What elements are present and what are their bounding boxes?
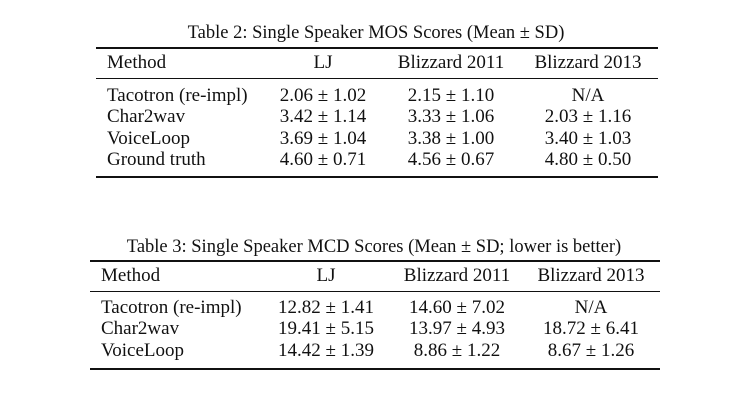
table-cell: 4.56 ± 0.67 xyxy=(407,149,495,170)
table-cell: 2.03 ± 1.16 xyxy=(544,106,632,127)
table-cell: 3.69 ± 1.04 xyxy=(279,128,367,149)
table-cell: 3.38 ± 1.00 xyxy=(407,128,495,149)
column-header: Method xyxy=(107,52,167,73)
row-method-name: Tacotron (re-impl) xyxy=(101,297,242,318)
table-cell: 2.06 ± 1.02 xyxy=(279,85,367,106)
table-cell: 14.60 ± 7.02 xyxy=(409,297,505,318)
table-cell: 12.82 ± 1.41 xyxy=(278,297,374,318)
header-rule xyxy=(90,291,660,292)
column-header: Blizzard 2011 xyxy=(403,265,511,286)
column-header: Blizzard 2013 xyxy=(534,52,642,73)
table-cell: 4.80 ± 0.50 xyxy=(544,149,632,170)
table-cell: 18.72 ± 6.41 xyxy=(543,318,639,339)
row-method-name: VoiceLoop xyxy=(101,340,185,361)
table-caption: Table 3: Single Speaker MCD Scores (Mean… xyxy=(126,237,622,257)
column-header: Blizzard 2011 xyxy=(397,52,505,73)
table-cell: 8.67 ± 1.26 xyxy=(547,340,635,361)
bottom-rule xyxy=(90,368,660,370)
column-header: LJ xyxy=(316,265,336,286)
table-cell: N/A xyxy=(574,297,608,318)
column-header: LJ xyxy=(313,52,333,73)
table-cell: 19.41 ± 5.15 xyxy=(278,318,374,339)
table-cell: 4.60 ± 0.71 xyxy=(279,149,367,170)
table-cell: 14.42 ± 1.39 xyxy=(278,340,374,361)
table-cell: N/A xyxy=(571,85,605,106)
table-cell: 13.97 ± 4.93 xyxy=(409,318,505,339)
table-cell: 3.33 ± 1.06 xyxy=(407,106,495,127)
header-rule xyxy=(96,78,658,79)
column-header: Blizzard 2013 xyxy=(537,265,645,286)
table-cell: 2.15 ± 1.10 xyxy=(407,85,495,106)
top-rule xyxy=(96,47,658,49)
row-method-name: VoiceLoop xyxy=(107,128,191,149)
row-method-name: Char2wav xyxy=(101,318,180,339)
table-cell: 8.86 ± 1.22 xyxy=(413,340,501,361)
row-method-name: Tacotron (re-impl) xyxy=(107,85,248,106)
column-header: Method xyxy=(101,265,161,286)
row-method-name: Char2wav xyxy=(107,106,186,127)
bottom-rule xyxy=(96,176,658,178)
row-method-name: Ground truth xyxy=(107,149,206,170)
table-cell: 3.42 ± 1.14 xyxy=(279,106,367,127)
table-cell: 3.40 ± 1.03 xyxy=(544,128,632,149)
top-rule xyxy=(90,260,660,262)
table-caption: Table 2: Single Speaker MOS Scores (Mean… xyxy=(187,23,565,43)
